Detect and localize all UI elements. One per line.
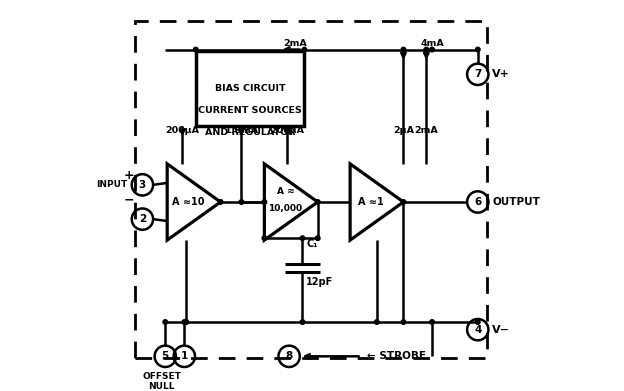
- Text: 4: 4: [474, 325, 482, 335]
- Circle shape: [300, 236, 305, 240]
- Circle shape: [374, 320, 379, 324]
- Text: A ≈: A ≈: [276, 187, 294, 196]
- Text: C₁: C₁: [306, 239, 318, 249]
- Circle shape: [401, 320, 406, 324]
- Text: 1.6mA: 1.6mA: [225, 126, 258, 135]
- Text: OFFSET: OFFSET: [142, 371, 181, 380]
- Circle shape: [475, 320, 480, 324]
- Text: 2mA: 2mA: [283, 39, 307, 48]
- Text: ← STROBE: ← STROBE: [368, 352, 426, 361]
- Circle shape: [424, 47, 429, 52]
- Circle shape: [182, 320, 187, 324]
- Circle shape: [218, 200, 223, 204]
- Circle shape: [430, 47, 434, 52]
- Text: 200μA: 200μA: [165, 126, 200, 135]
- Text: 4mA: 4mA: [420, 39, 444, 48]
- Text: OUTPUT: OUTPUT: [492, 197, 540, 207]
- Text: 6: 6: [474, 197, 481, 207]
- Circle shape: [239, 200, 244, 204]
- Text: 3: 3: [139, 180, 146, 190]
- Text: −: −: [124, 194, 134, 206]
- Circle shape: [401, 47, 406, 52]
- Text: 2: 2: [139, 214, 146, 224]
- Text: 5: 5: [162, 352, 169, 361]
- Text: A ≈1: A ≈1: [358, 197, 384, 207]
- Circle shape: [302, 47, 306, 52]
- Circle shape: [300, 320, 305, 324]
- Circle shape: [163, 320, 168, 324]
- Text: AND REGULATOR: AND REGULATOR: [205, 128, 295, 137]
- Circle shape: [193, 47, 198, 52]
- Text: 2μA: 2μA: [393, 126, 414, 135]
- Bar: [135, 21, 487, 358]
- Text: V+: V+: [492, 69, 510, 79]
- Text: 1: 1: [181, 352, 188, 361]
- Text: INPUT: INPUT: [96, 180, 127, 189]
- Text: 8: 8: [286, 352, 293, 361]
- Text: BIAS CIRCUIT: BIAS CIRCUIT: [215, 84, 285, 93]
- Text: A ≈10: A ≈10: [172, 197, 205, 207]
- Circle shape: [475, 47, 480, 52]
- Circle shape: [262, 236, 266, 240]
- Circle shape: [430, 320, 434, 324]
- Circle shape: [315, 200, 320, 204]
- Circle shape: [184, 320, 188, 324]
- Circle shape: [401, 200, 406, 204]
- Text: 7: 7: [474, 69, 482, 79]
- Text: NULL: NULL: [149, 382, 175, 391]
- Text: CURRENT SOURCES: CURRENT SOURCES: [198, 106, 302, 115]
- Circle shape: [315, 236, 320, 240]
- Text: 200μA: 200μA: [270, 126, 305, 135]
- Text: +: +: [124, 169, 134, 182]
- Text: V−: V−: [492, 325, 510, 335]
- Text: 10,000: 10,000: [268, 204, 303, 213]
- Text: 2mA: 2mA: [414, 126, 438, 135]
- Text: 12pF: 12pF: [306, 277, 334, 287]
- Bar: [196, 52, 305, 126]
- Circle shape: [262, 200, 266, 204]
